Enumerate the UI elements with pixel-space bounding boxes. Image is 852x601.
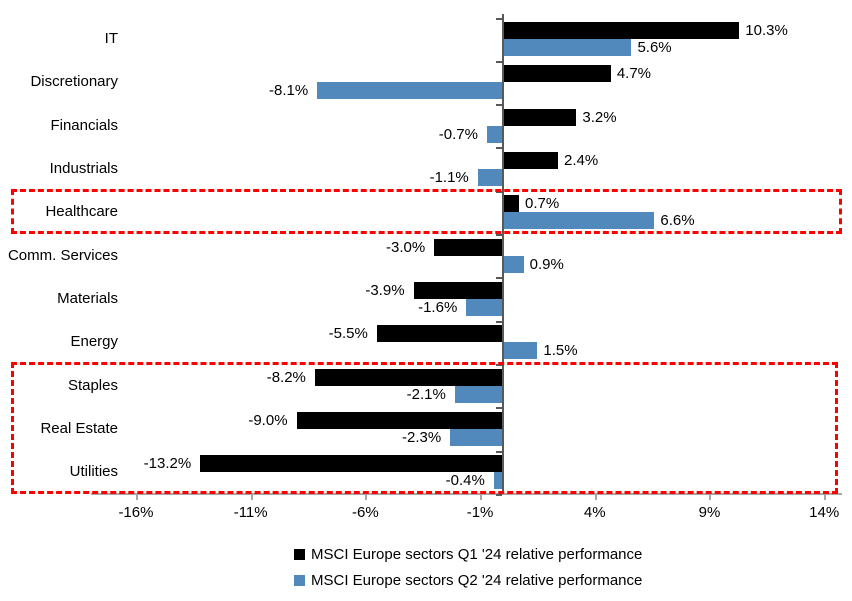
- value-label: 4.7%: [616, 65, 652, 83]
- value-label: -0.7%: [438, 125, 478, 143]
- value-label: 0.9%: [529, 255, 564, 273]
- y-axis-tick: [496, 494, 502, 496]
- category-label: Healthcare: [45, 203, 118, 221]
- x-axis-tick: [709, 495, 712, 500]
- y-axis-tick: [496, 17, 502, 20]
- value-label: -3.0%: [385, 238, 426, 256]
- q2-bar: [493, 472, 503, 490]
- x-tick-label: 14%: [809, 504, 840, 521]
- y-axis-tick: [496, 407, 502, 410]
- value-label: 3.2%: [582, 108, 617, 126]
- x-tick-label: -1%: [466, 504, 494, 521]
- q2-bar: [503, 342, 538, 360]
- value-label: -2.1%: [406, 385, 446, 403]
- q2-bar: [503, 212, 655, 230]
- legend-item-q2: MSCI Europe sectors Q2 '24 relative perf…: [294, 567, 642, 593]
- y-axis-tick: [496, 60, 502, 63]
- y-axis-tick: [496, 277, 502, 280]
- value-label: 5.6%: [637, 39, 672, 57]
- q2-bar: [466, 299, 503, 317]
- q2-bar: [454, 385, 503, 403]
- q1-bar: [503, 22, 740, 40]
- q1-bar: [434, 238, 503, 256]
- x-axis-tick: [135, 495, 138, 500]
- category-label: Financials: [50, 116, 118, 134]
- y-axis-line: [502, 14, 504, 494]
- value-label: -8.1%: [268, 82, 309, 100]
- x-axis-tick: [594, 495, 597, 500]
- q2-series-swatch-icon: [294, 574, 305, 586]
- healthcare-highlight: [11, 188, 842, 235]
- y-axis-tick: [496, 364, 502, 367]
- value-label: 6.6%: [660, 212, 695, 230]
- value-label: -8.2%: [266, 368, 306, 386]
- q1-bar: [413, 282, 503, 300]
- q2-bar: [317, 82, 503, 100]
- x-tick-label: -16%: [118, 504, 154, 521]
- q1-bar: [376, 325, 503, 343]
- x-tick-label: -6%: [352, 504, 379, 521]
- x-tick-label: 9%: [698, 504, 721, 521]
- y-axis-tick: [496, 320, 502, 323]
- q1-series-swatch-icon: [294, 548, 305, 560]
- value-label: -0.4%: [445, 472, 485, 490]
- y-axis-tick: [496, 234, 502, 237]
- category-label: Comm. Services: [7, 246, 118, 264]
- x-axis-tick: [824, 495, 827, 500]
- q2-bar: [503, 255, 524, 273]
- q2-bar: [503, 39, 632, 57]
- q1-bar: [503, 152, 559, 170]
- value-label: -13.2%: [143, 455, 192, 473]
- q2-bar: [477, 169, 503, 187]
- x-tick-label: -11%: [233, 504, 268, 521]
- legend-label-q2: MSCI Europe sectors Q2 '24 relative perf…: [311, 571, 643, 589]
- category-label: IT: [104, 30, 118, 48]
- value-label: -3.9%: [365, 282, 405, 300]
- defensives-highlight: [11, 362, 838, 494]
- q1-bar: [314, 368, 503, 386]
- value-label: 1.5%: [543, 342, 578, 360]
- category-label: Discretionary: [30, 73, 118, 91]
- x-axis-tick: [480, 495, 483, 500]
- value-label: -1.6%: [418, 299, 458, 317]
- q1-bar: [296, 412, 503, 430]
- q1-bar: [503, 108, 577, 126]
- value-label: -1.1%: [429, 169, 469, 187]
- value-label: -9.0%: [248, 412, 288, 430]
- y-axis-tick: [496, 104, 502, 107]
- q1-bar: [503, 65, 611, 83]
- x-axis-tick: [250, 495, 253, 500]
- value-label: -2.3%: [402, 429, 442, 447]
- x-tick-label: 4%: [583, 504, 606, 521]
- category-label: Staples: [67, 376, 118, 394]
- value-label: -5.5%: [328, 325, 368, 343]
- q1-bar: [200, 455, 503, 473]
- value-label: 10.3%: [745, 22, 788, 40]
- q2-bar: [450, 429, 503, 447]
- category-label: Energy: [70, 333, 118, 351]
- legend-item-q1: MSCI Europe sectors Q1 '24 relative perf…: [294, 541, 642, 567]
- x-axis-line: [91, 493, 842, 495]
- legend-label-q1: MSCI Europe sectors Q1 '24 relative perf…: [311, 545, 643, 563]
- x-axis-tick: [365, 495, 368, 500]
- q2-bar: [486, 125, 503, 143]
- category-label: Industrials: [49, 160, 118, 178]
- value-label: 0.7%: [525, 195, 560, 213]
- y-axis-tick: [496, 147, 502, 150]
- category-label: Real Estate: [40, 420, 118, 438]
- y-axis-tick: [496, 450, 502, 453]
- category-label: Utilities: [69, 463, 118, 481]
- legend: MSCI Europe sectors Q1 '24 relative perf…: [294, 541, 642, 593]
- value-label: 2.4%: [564, 152, 599, 170]
- category-label: Materials: [57, 290, 118, 308]
- q1-bar: [503, 195, 520, 213]
